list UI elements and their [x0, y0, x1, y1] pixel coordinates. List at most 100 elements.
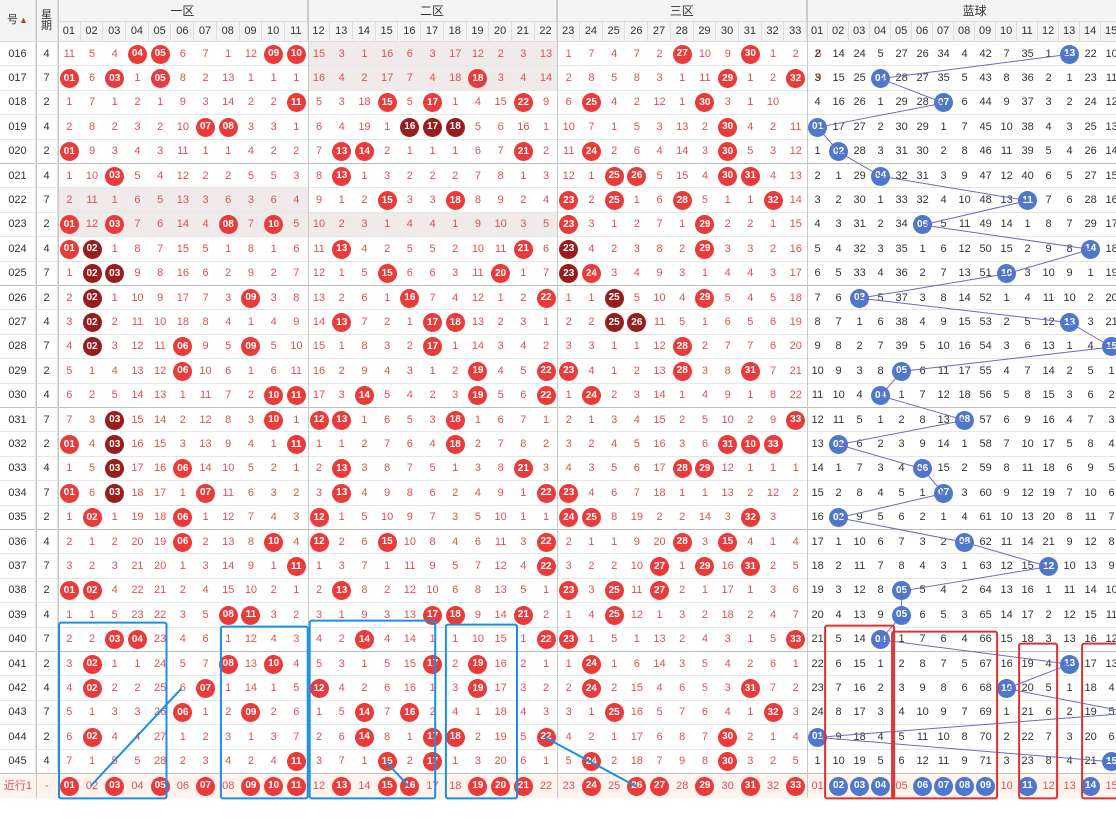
issue-number[interactable]: 037	[0, 554, 36, 579]
red-number-header[interactable]: 06	[171, 22, 195, 42]
blue-number-header[interactable]: 11	[1017, 22, 1039, 42]
red-number-header[interactable]: 13	[330, 22, 354, 42]
red-number-header[interactable]: 01	[58, 22, 81, 42]
issue-column-header[interactable]: 号 ▲	[0, 0, 36, 42]
issue-number[interactable]: 029	[0, 359, 36, 384]
red-number-header[interactable]: 10	[262, 22, 285, 42]
blue-number-header[interactable]: 13	[1059, 22, 1081, 42]
issue-number[interactable]: 043	[0, 700, 36, 726]
issue-number[interactable]: 045	[0, 749, 36, 774]
issue-number[interactable]: 017	[0, 66, 36, 91]
stats-red-ball[interactable]: 27	[648, 774, 671, 799]
red-number-header[interactable]: 27	[648, 22, 671, 42]
blue-number-header[interactable]: 01	[807, 22, 829, 42]
issue-number[interactable]: 023	[0, 212, 36, 238]
stats-blue-ball[interactable]: 09	[975, 774, 997, 799]
issue-number[interactable]: 021	[0, 164, 36, 189]
issue-number[interactable]: 032	[0, 432, 36, 457]
stats-blue-ball[interactable]: 07	[933, 774, 955, 799]
red-number-header[interactable]: 29	[693, 22, 717, 42]
stats-blue-number[interactable]: 10	[996, 774, 1018, 799]
issue-number[interactable]: 041	[0, 652, 36, 677]
issue-number[interactable]: 030	[0, 383, 36, 408]
sort-icon[interactable]: ▲	[19, 15, 28, 25]
issue-number[interactable]: 035	[0, 505, 36, 530]
blue-number-header[interactable]: 05	[891, 22, 913, 42]
issue-number[interactable]: 027	[0, 310, 36, 335]
issue-number[interactable]: 018	[0, 90, 36, 116]
stats-blue-number[interactable]: 05	[891, 774, 913, 799]
red-number-header[interactable]: 09	[239, 22, 263, 42]
issue-number[interactable]: 040	[0, 627, 36, 652]
stats-red-number[interactable]: 17	[421, 774, 444, 799]
stats-blue-number[interactable]: 12	[1038, 774, 1060, 799]
stats-red-number[interactable]: 28	[670, 774, 694, 799]
stats-blue-ball[interactable]: 02	[828, 774, 850, 799]
stats-red-ball[interactable]: 10	[262, 774, 285, 799]
red-number-header[interactable]: 30	[716, 22, 739, 42]
blue-number-header[interactable]: 10	[996, 22, 1018, 42]
stats-red-ball[interactable]: 26	[625, 774, 649, 799]
red-number-header[interactable]: 28	[670, 22, 694, 42]
red-number-header[interactable]: 22	[534, 22, 558, 42]
stats-red-number[interactable]: 18	[443, 774, 467, 799]
blue-number-header[interactable]: 12	[1038, 22, 1060, 42]
issue-number[interactable]: 025	[0, 261, 36, 286]
stats-red-number[interactable]: 30	[716, 774, 739, 799]
stats-blue-number[interactable]: 01	[807, 774, 829, 799]
stats-blue-ball[interactable]: 14	[1080, 774, 1102, 799]
red-number-header[interactable]: 05	[148, 22, 172, 42]
red-number-header[interactable]: 16	[398, 22, 422, 42]
issue-number[interactable]: 033	[0, 456, 36, 482]
stats-red-ball[interactable]: 16	[398, 774, 422, 799]
red-number-header[interactable]: 17	[421, 22, 444, 42]
stats-red-ball[interactable]: 11	[285, 774, 308, 799]
red-number-header[interactable]: 08	[216, 22, 240, 42]
stats-red-ball[interactable]: 09	[239, 774, 263, 799]
red-number-header[interactable]: 04	[126, 22, 149, 42]
red-number-header[interactable]: 33	[784, 22, 808, 42]
blue-number-header[interactable]: 04	[870, 22, 892, 42]
issue-number[interactable]: 038	[0, 578, 36, 604]
stats-blue-ball[interactable]: 06	[912, 774, 934, 799]
stats-red-ball[interactable]: 31	[739, 774, 762, 799]
red-number-header[interactable]: 26	[625, 22, 649, 42]
red-number-header[interactable]: 15	[375, 22, 399, 42]
red-number-header[interactable]: 14	[353, 22, 376, 42]
red-number-header[interactable]: 18	[443, 22, 467, 42]
stats-blue-number[interactable]: 13	[1059, 774, 1081, 799]
stats-blue-number[interactable]: 15	[1101, 774, 1116, 799]
blue-number-header[interactable]: 07	[933, 22, 955, 42]
issue-number[interactable]: 020	[0, 139, 36, 164]
red-number-header[interactable]: 03	[103, 22, 127, 42]
stats-red-number[interactable]: 32	[761, 774, 785, 799]
issue-number[interactable]: 019	[0, 115, 36, 140]
stats-red-ball[interactable]: 05	[148, 774, 172, 799]
stats-red-ball[interactable]: 01	[58, 774, 81, 799]
issue-number[interactable]: 022	[0, 188, 36, 213]
issue-number[interactable]: 028	[0, 334, 36, 360]
stats-red-ball[interactable]: 13	[330, 774, 354, 799]
stats-red-number[interactable]: 08	[216, 774, 240, 799]
stats-red-number[interactable]: 04	[126, 774, 149, 799]
blue-number-header[interactable]: 03	[849, 22, 871, 42]
blue-number-header[interactable]: 14	[1080, 22, 1102, 42]
issue-number[interactable]: 024	[0, 237, 36, 262]
red-number-header[interactable]: 02	[80, 22, 104, 42]
red-number-header[interactable]: 25	[602, 22, 626, 42]
issue-number[interactable]: 044	[0, 725, 36, 750]
blue-number-header[interactable]: 09	[975, 22, 997, 42]
stats-red-ball[interactable]: 15	[375, 774, 399, 799]
stats-red-ball[interactable]: 24	[580, 774, 603, 799]
red-number-header[interactable]: 24	[580, 22, 603, 42]
blue-number-header[interactable]: 08	[954, 22, 976, 42]
red-number-header[interactable]: 32	[761, 22, 785, 42]
issue-number[interactable]: 039	[0, 603, 36, 628]
stats-blue-ball[interactable]: 11	[1017, 774, 1039, 799]
issue-number[interactable]: 042	[0, 676, 36, 701]
red-number-header[interactable]: 07	[194, 22, 217, 42]
stats-red-ball[interactable]: 29	[693, 774, 717, 799]
red-number-header[interactable]: 11	[285, 22, 308, 42]
issue-number[interactable]: 034	[0, 481, 36, 506]
blue-number-header[interactable]: 06	[912, 22, 934, 42]
